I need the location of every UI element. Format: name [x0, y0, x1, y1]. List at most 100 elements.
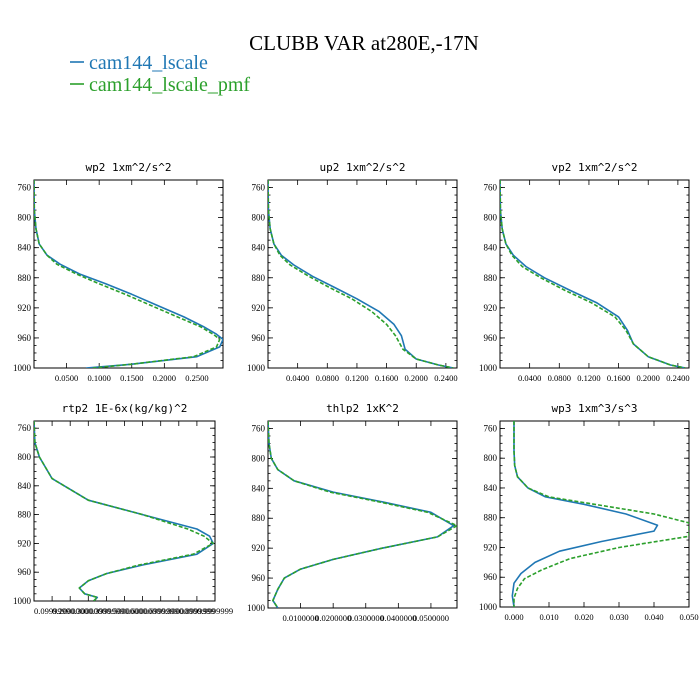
x-tick-label: 0.030	[609, 612, 628, 622]
x-tick-label: 0.2400	[666, 373, 689, 383]
x-tick-label: 0.010	[539, 612, 558, 622]
y-tick-label: 880	[18, 510, 32, 520]
x-tick-label: 0.1600	[375, 373, 398, 383]
y-tick-label: 800	[18, 452, 32, 462]
y-tick-label: 800	[484, 453, 498, 463]
y-tick-label: 880	[252, 513, 266, 523]
x-tick-label: 0.1200	[577, 373, 600, 383]
chart-panel: wp3 1xm^3/s^3 760 800 840 880 920 960 1000 0.000…	[479, 402, 699, 622]
panel-title: vp2 1xm^2/s^2	[551, 161, 637, 174]
panel-title: wp2 1xm^2/s^2	[85, 161, 171, 174]
x-tick-label: 0.1200	[345, 373, 368, 383]
x-tick-label: 0.0200000	[315, 613, 351, 623]
panel-title: up2 1xm^2/s^2	[319, 161, 405, 174]
series-line-cam144-lscale-pmf	[500, 180, 686, 368]
x-tick-label: 0.2000	[153, 373, 176, 383]
y-tick-label: 960	[484, 333, 498, 343]
y-tick-label: 960	[252, 573, 266, 583]
series-line-cam144-lscale	[34, 421, 214, 601]
y-tick-label: 960	[18, 333, 32, 343]
x-tick-label: 0.8999999	[179, 606, 215, 616]
x-tick-label: 0.0800	[316, 373, 339, 383]
x-tick-label: 0.2500	[185, 373, 208, 383]
panel-title: wp3 1xm^3/s^3	[551, 402, 637, 415]
x-tick-label: 0.0999999	[34, 606, 70, 616]
figure-title: CLUBB VAR at280E,-17N	[249, 31, 479, 55]
panel-title: rtp2 1E-6x(kg/kg)^2	[62, 402, 188, 415]
y-tick-label: 760	[252, 183, 266, 193]
plot-frame	[499, 179, 690, 369]
legend-entry: cam144_lscale	[70, 52, 208, 74]
legend-entry: cam144_lscale_pmf	[70, 74, 250, 96]
x-tick-label: 0.5000000	[106, 606, 142, 616]
series-line-cam144-lscale-pmf	[268, 180, 454, 368]
chart-panels: wp2 1xm^2/s^2 760 800 840 880 920 960 1000 0.050…	[13, 161, 699, 623]
series-line-cam144-lscale-pmf	[513, 421, 689, 607]
y-tick-label: 920	[252, 543, 266, 553]
y-tick-label: 760	[252, 423, 266, 433]
x-tick-label: 0.2000000	[52, 606, 88, 616]
x-tick-label: 0.9999999	[197, 606, 233, 616]
y-tick-label: 840	[18, 481, 32, 491]
x-tick-label: 0.3999999	[88, 606, 124, 616]
x-tick-label: 0.1600	[607, 373, 630, 383]
y-tick-label: 760	[18, 423, 32, 433]
y-tick-label: 1000	[247, 363, 266, 373]
y-tick-label: 920	[252, 303, 266, 313]
y-tick-label: 1000	[13, 596, 32, 606]
y-tick-label: 920	[484, 303, 498, 313]
y-tick-label: 800	[484, 213, 498, 223]
x-tick-label: 0.6000000	[125, 606, 161, 616]
y-tick-label: 1000	[479, 602, 498, 612]
x-tick-label: 0.0400000	[380, 613, 416, 623]
plot-frame	[267, 179, 458, 369]
legend-label: cam144_lscale	[89, 52, 208, 74]
y-tick-label: 920	[18, 538, 32, 548]
x-tick-label: 0.0400	[518, 373, 541, 383]
series-line-cam144-lscale	[268, 421, 455, 608]
y-tick-label: 1000	[479, 363, 498, 373]
x-tick-label: 0.000	[504, 612, 523, 622]
chart-panel: up2 1xm^2/s^2 760 800 840 880 920 960 1000 0.040…	[247, 161, 458, 383]
x-tick-label: 0.040	[644, 612, 663, 622]
x-tick-label: 0.0500	[55, 373, 78, 383]
series-line-cam144-lscale	[511, 421, 659, 607]
series-line-cam144-lscale-pmf	[34, 180, 221, 368]
y-tick-label: 800	[18, 213, 32, 223]
x-tick-label: 0.2000	[637, 373, 660, 383]
legend-label: cam144_lscale_pmf	[89, 74, 250, 96]
x-tick-label: 0.2000	[405, 373, 428, 383]
y-tick-label: 800	[252, 213, 266, 223]
plot-frame	[33, 420, 216, 602]
plot-frame	[33, 179, 224, 369]
y-tick-label: 840	[252, 243, 266, 253]
panel-title: thlp2 1xK^2	[326, 402, 399, 415]
chart-panel: wp2 1xm^2/s^2 760 800 840 880 920 960 1000 0.050…	[13, 161, 224, 383]
chart-panel: thlp2 1xK^2 760 800 840 880 920 960 1000 0.01000…	[247, 402, 458, 623]
y-tick-label: 880	[252, 273, 266, 283]
x-tick-label: 0.0300000	[348, 613, 384, 623]
series-line-cam144-lscale	[34, 180, 223, 368]
y-tick-label: 760	[18, 183, 32, 193]
y-tick-label: 840	[484, 483, 498, 493]
x-tick-label: 0.0400	[286, 373, 309, 383]
series-line-cam144-lscale	[268, 180, 454, 368]
legend: cam144_lscale cam144_lscale_pmf	[70, 52, 250, 96]
plot-frame	[267, 420, 458, 609]
y-tick-label: 760	[484, 183, 498, 193]
x-tick-label: 0.2400	[434, 373, 457, 383]
x-tick-label: 0.8000000	[161, 606, 197, 616]
chart-panel: rtp2 1E-6x(kg/kg)^2 760 800 840 880 920 960 100…	[13, 402, 233, 616]
y-tick-label: 760	[484, 423, 498, 433]
x-tick-label: 0.020	[574, 612, 593, 622]
x-tick-label: 0.0500000	[413, 613, 449, 623]
y-tick-label: 1000	[247, 603, 266, 613]
y-tick-label: 840	[484, 243, 498, 253]
x-tick-label: 0.6999999	[143, 606, 179, 616]
x-tick-label: 0.1500	[120, 373, 143, 383]
x-tick-label: 0.050	[679, 612, 698, 622]
y-tick-label: 920	[484, 542, 498, 552]
y-tick-label: 960	[18, 567, 32, 577]
x-tick-label: 0.1000	[87, 373, 110, 383]
